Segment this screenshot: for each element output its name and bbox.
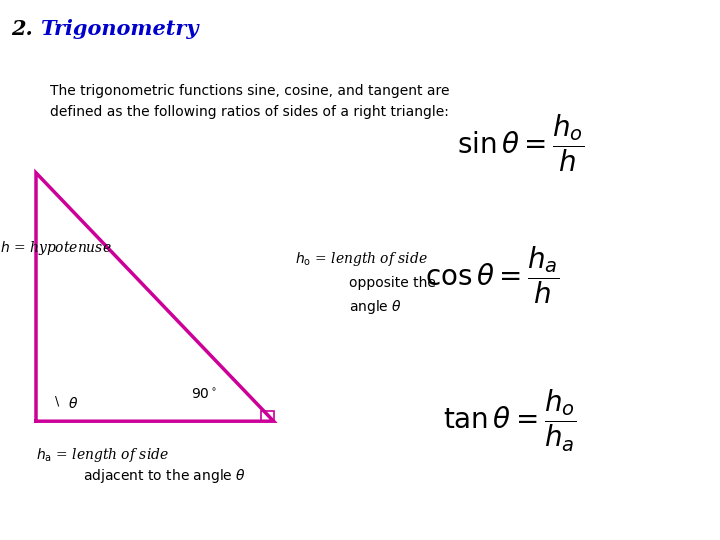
Text: Trigonometry: Trigonometry — [40, 19, 198, 39]
Text: angle $\theta$: angle $\theta$ — [349, 298, 402, 316]
Text: $h$ = hypotenuse: $h$ = hypotenuse — [0, 239, 112, 258]
Text: 90$^\circ$: 90$^\circ$ — [191, 388, 217, 402]
Text: 2.: 2. — [11, 19, 32, 39]
Text: $\cos\theta=\dfrac{h_a}{h}$: $\cos\theta=\dfrac{h_a}{h}$ — [425, 245, 559, 306]
Text: $\sin\theta=\dfrac{h_o}{h}$: $\sin\theta=\dfrac{h_o}{h}$ — [457, 112, 585, 174]
Text: The trigonometric functions sine, cosine, and tangent are: The trigonometric functions sine, cosine… — [50, 84, 450, 98]
Text: $\backslash$: $\backslash$ — [54, 394, 60, 408]
Bar — [261, 411, 274, 421]
Text: adjacent to the angle $\theta$: adjacent to the angle $\theta$ — [83, 467, 246, 485]
Text: $h_{\rm o}$ = length of side: $h_{\rm o}$ = length of side — [295, 250, 428, 268]
Text: $\tan\theta=\dfrac{h_o}{h_a}$: $\tan\theta=\dfrac{h_o}{h_a}$ — [443, 388, 576, 454]
Text: $\theta$: $\theta$ — [68, 396, 78, 411]
Text: opposite the: opposite the — [349, 276, 436, 291]
Text: $h_{\rm a}$ = length of side: $h_{\rm a}$ = length of side — [36, 446, 169, 463]
Text: defined as the following ratios of sides of a right triangle:: defined as the following ratios of sides… — [50, 105, 449, 119]
